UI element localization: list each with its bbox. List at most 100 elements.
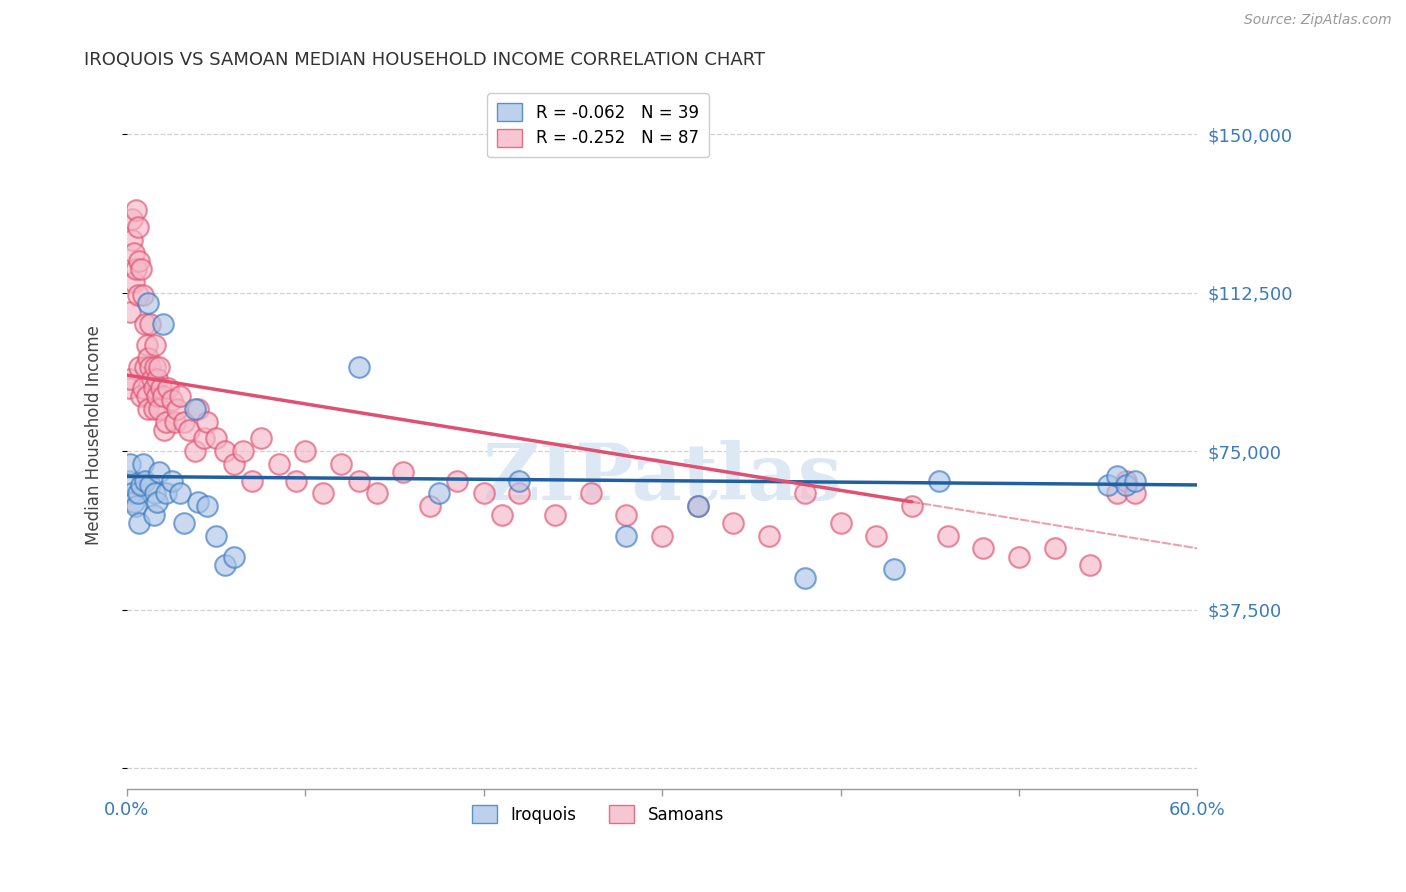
Point [134,318,156,332]
Point [145,359,167,374]
Point [129,389,152,403]
Point [187,495,209,509]
Point [121,233,143,247]
Point [195,415,218,429]
Point [132,287,155,301]
Point [160,393,183,408]
Point [142,401,165,416]
Point [122,495,145,509]
Point [135,338,157,352]
Point [145,338,167,352]
Point [153,423,176,437]
Point [125,203,148,218]
Point [136,351,159,366]
Point [723,516,745,530]
Point [419,499,441,513]
Point [294,444,316,458]
Point [1107,486,1129,500]
Point [129,478,152,492]
Point [651,529,673,543]
Legend: Iroquois, Samoans: Iroquois, Samoans [461,796,734,834]
Point [173,516,195,530]
Point [508,474,530,488]
Point [793,486,815,500]
Point [686,499,709,513]
Point [173,415,195,429]
Point [148,465,170,479]
Point [793,571,815,585]
Point [472,486,495,500]
Point [132,381,155,395]
Point [267,457,290,471]
Point [686,499,709,513]
Point [222,457,245,471]
Point [347,359,370,374]
Point [148,359,170,374]
Point [155,415,177,429]
Point [128,359,150,374]
Point [249,432,271,446]
Point [616,508,638,522]
Point [139,478,162,492]
Point [232,444,254,458]
Point [1097,478,1119,492]
Point [165,415,187,429]
Point [901,499,924,513]
Point [491,508,513,522]
Point [136,296,159,310]
Text: ZIPatlas: ZIPatlas [482,440,842,516]
Point [139,359,162,374]
Point [135,389,157,403]
Point [148,401,170,416]
Point [146,389,169,403]
Point [616,529,638,543]
Point [141,372,163,386]
Point [366,486,388,500]
Point [1107,469,1129,483]
Point [122,275,145,289]
Text: IROQUOIS VS SAMOAN MEDIAN HOUSEHOLD INCOME CORRELATION CHART: IROQUOIS VS SAMOAN MEDIAN HOUSEHOLD INCO… [84,51,765,69]
Point [758,529,780,543]
Point [347,474,370,488]
Point [142,508,165,522]
Point [222,549,245,564]
Point [132,457,155,471]
Point [120,372,142,386]
Point [142,381,165,395]
Point [446,474,468,488]
Point [121,486,143,500]
Point [508,486,530,500]
Point [127,486,149,500]
Point [122,245,145,260]
Point [936,529,959,543]
Point [1078,558,1101,573]
Point [312,486,335,500]
Point [128,516,150,530]
Point [169,389,191,403]
Point [183,401,205,416]
Point [205,432,228,446]
Point [166,401,188,416]
Point [195,499,218,513]
Point [134,474,156,488]
Point [129,262,152,277]
Point [1115,474,1137,488]
Point [152,389,174,403]
Point [120,457,142,471]
Point [205,529,228,543]
Point [118,474,141,488]
Point [1043,541,1066,556]
Point [179,423,201,437]
Point [865,529,887,543]
Point [149,381,172,395]
Point [1008,549,1031,564]
Point [120,304,142,318]
Point [214,444,236,458]
Point [121,211,143,226]
Point [136,401,159,416]
Point [187,401,209,416]
Point [127,287,149,301]
Point [139,318,162,332]
Point [1123,474,1146,488]
Point [1123,486,1146,500]
